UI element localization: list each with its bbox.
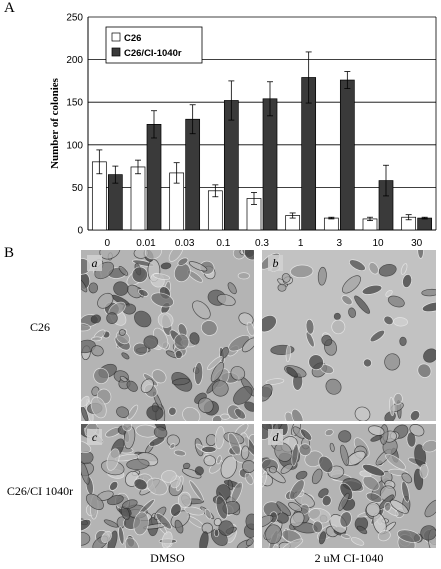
legend-swatch bbox=[111, 47, 121, 57]
x-tick-label: 0.01 bbox=[136, 238, 156, 249]
bar-c26 bbox=[130, 166, 146, 231]
micrograph-letter-d: d bbox=[268, 429, 283, 445]
y-tick-label: 0 bbox=[77, 226, 83, 237]
row-label-c26: C26 bbox=[29, 320, 50, 334]
y-tick-label: 100 bbox=[66, 140, 83, 151]
x-tick-label: 3 bbox=[337, 238, 343, 249]
column-label-ci1040: 2 uM CI-1040 bbox=[314, 551, 384, 565]
bar-c26-ci1040r bbox=[339, 79, 355, 231]
column-label-dmso: DMSO bbox=[150, 551, 185, 565]
panel-label-b: B bbox=[4, 245, 15, 261]
micrograph-d: d bbox=[262, 424, 436, 548]
colony-bar-chart: 05010015020025000.010.030.10.3131030CI-1… bbox=[49, 13, 437, 249]
y-tick-label: 50 bbox=[72, 183, 84, 194]
micrograph-letter-a: a bbox=[87, 255, 102, 271]
cell-texture bbox=[81, 250, 254, 421]
y-axis-title: Number of colonies bbox=[49, 77, 61, 169]
legend-label: C26 bbox=[124, 33, 141, 44]
panel-label-a: A bbox=[4, 0, 15, 16]
x-tick-label: 0 bbox=[105, 238, 111, 249]
x-tick-label: 0.3 bbox=[255, 238, 269, 249]
x-tick-label: 10 bbox=[372, 238, 384, 249]
legend-label: C26/CI-1040r bbox=[124, 48, 182, 59]
micrograph-a: a bbox=[81, 250, 254, 421]
micrograph-letter-c: c bbox=[87, 429, 102, 445]
y-tick-label: 200 bbox=[66, 55, 83, 66]
bar-c26-ci1040r bbox=[262, 98, 278, 231]
y-tick-label: 250 bbox=[66, 13, 83, 24]
micrograph-letter-b: b bbox=[268, 255, 283, 271]
legend-swatch bbox=[111, 32, 121, 42]
x-tick-label: 0.1 bbox=[216, 238, 230, 249]
y-tick-label: 150 bbox=[66, 98, 83, 109]
legend-box bbox=[105, 26, 203, 64]
bar-c26-ci1040r bbox=[185, 118, 201, 231]
bar-c26-ci1040r bbox=[417, 217, 433, 231]
micrograph-b: b bbox=[262, 250, 436, 421]
x-tick-label: 1 bbox=[298, 238, 304, 249]
cell-texture bbox=[262, 250, 436, 421]
x-tick-label: 0.03 bbox=[175, 238, 195, 249]
cell-texture bbox=[81, 424, 254, 548]
bar-c26 bbox=[323, 217, 339, 231]
x-tick-label: 30 bbox=[411, 238, 423, 249]
micrograph-c: c bbox=[81, 424, 254, 548]
bar-c26-ci1040r bbox=[146, 124, 162, 231]
row-label-c26-ci1040r: C26/CI 1040r bbox=[6, 484, 74, 498]
cell-texture bbox=[262, 424, 436, 548]
